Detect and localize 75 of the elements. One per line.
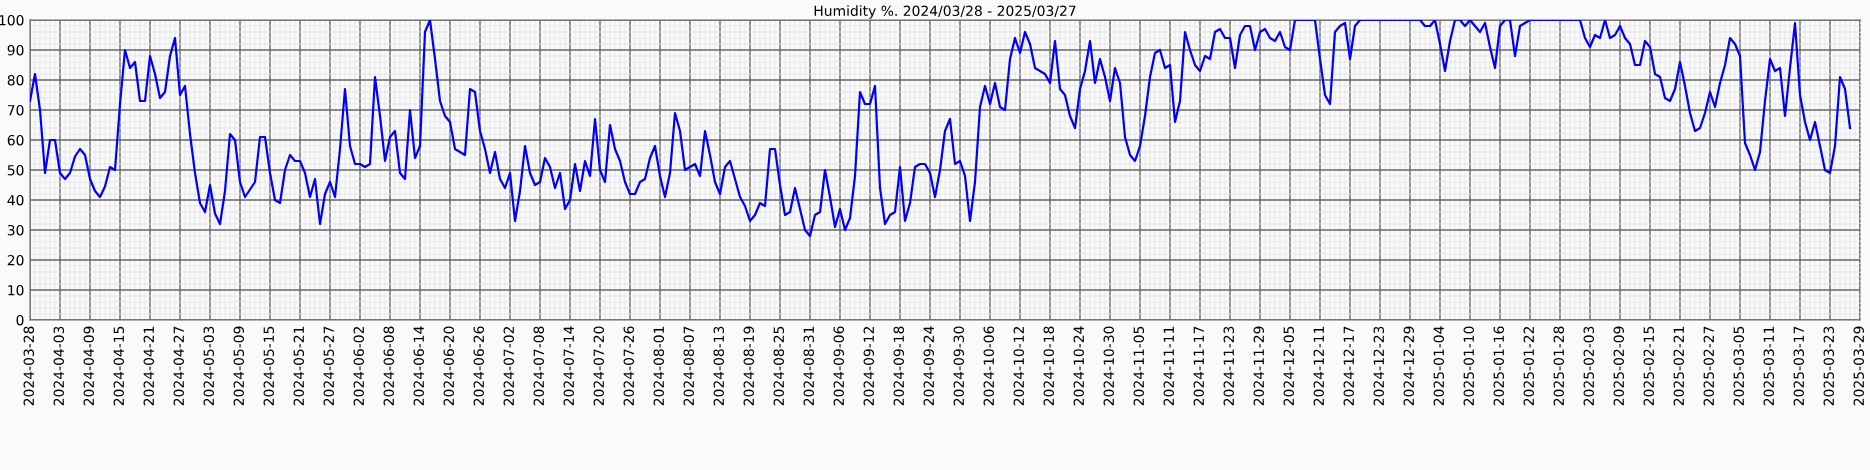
x-tick-label: 2024-08-31 [803,326,815,406]
x-tick-label: 2024-04-15 [113,326,125,406]
x-tick-label: 2024-06-08 [383,326,395,406]
x-tick-label: 2025-01-28 [1553,326,1565,406]
x-tick-label: 2024-03-28 [23,326,35,406]
x-tick-label: 2025-02-03 [1583,326,1595,406]
x-tick-label: 2024-11-11 [1163,326,1175,406]
x-tick-label: 2024-09-24 [923,326,935,406]
x-tick-label: 2024-11-05 [1133,326,1145,406]
y-tick-label: 50 [7,164,24,176]
x-tick-label: 2024-10-18 [1043,326,1055,406]
x-tick-label: 2024-08-13 [713,326,725,406]
x-tick-label: 2024-05-21 [293,326,305,406]
x-tick-label: 2024-07-02 [503,326,515,406]
x-tick-label: 2024-04-09 [83,326,95,406]
x-tick-label: 2024-06-20 [443,326,455,406]
y-tick-label: 20 [7,254,24,266]
x-tick-label: 2024-08-19 [743,326,755,406]
x-tick-label: 2024-12-11 [1313,326,1325,406]
x-tick-label: 2024-05-09 [233,326,245,406]
x-tick-label: 2025-01-04 [1433,326,1445,406]
y-tick-label: 10 [8,284,24,296]
x-tick-label: 2025-03-11 [1763,326,1775,406]
x-tick-label: 2024-12-23 [1373,326,1385,406]
y-tick-label: 30 [7,224,24,236]
chart-title: Humidity %. 2024/03/28 - 2025/03/27 [814,5,1076,19]
x-tick-label: 2024-11-29 [1253,326,1265,406]
y-tick-label: 0 [16,314,24,326]
x-tick-label: 2025-02-21 [1673,326,1685,406]
x-tick-label: 2025-03-23 [1823,326,1835,406]
x-tick-label: 2025-02-15 [1643,326,1655,406]
x-tick-label: 2025-02-09 [1613,326,1625,406]
x-tick-label: 2025-01-22 [1523,326,1535,406]
x-tick-label: 2024-08-01 [653,326,665,406]
x-tick-label: 2024-09-06 [833,326,845,406]
y-tick-label: 70 [7,104,24,116]
x-tick-label: 2024-12-17 [1343,326,1355,406]
x-tick-label: 2024-10-12 [1013,326,1025,406]
line-series [30,20,1852,238]
x-tick-label: 2024-09-18 [893,326,905,406]
x-tick-label: 2024-11-23 [1223,326,1235,406]
x-tick-label: 2024-07-14 [563,326,575,406]
x-tick-label: 2024-06-14 [413,326,425,406]
x-tick-label: 2024-11-17 [1193,326,1205,406]
y-tick-label: 40 [7,194,24,206]
x-tick-label: 2024-09-30 [953,326,965,406]
x-tick-label: 2024-12-29 [1403,326,1415,406]
x-tick-label: 2025-01-10 [1463,326,1475,406]
x-tick-label: 2025-03-29 [1853,326,1865,406]
x-tick-label: 2024-10-30 [1103,326,1115,406]
y-tick-label: 90 [7,44,24,56]
y-tick-label: 80 [7,74,24,86]
x-tick-label: 2024-10-06 [983,326,995,406]
x-tick-label: 2025-03-05 [1733,326,1745,406]
x-tick-label: 2024-04-27 [173,326,185,406]
x-tick-label: 2024-04-21 [143,326,155,406]
x-tick-label: 2024-06-02 [353,326,365,406]
x-tick-label: 2025-02-27 [1703,326,1715,406]
x-tick-label: 2024-09-12 [863,326,875,406]
x-tick-label: 2025-01-16 [1493,326,1505,406]
x-tick-label: 2024-12-05 [1283,326,1295,406]
x-tick-label: 2024-08-25 [773,326,785,406]
y-tick-label: 100 [0,14,24,26]
x-tick-label: 2024-07-20 [593,326,605,406]
y-tick-label: 60 [7,134,24,146]
x-tick-label: 2024-07-08 [533,326,545,406]
x-tick-label: 2024-05-15 [263,326,275,406]
x-tick-label: 2024-10-24 [1073,326,1085,406]
x-tick-label: 2024-05-27 [323,326,335,406]
x-tick-label: 2024-05-03 [203,326,215,406]
x-tick-label: 2024-07-26 [623,326,635,406]
x-tick-label: 2025-03-17 [1793,326,1805,406]
x-tick-label: 2024-04-03 [53,326,65,406]
x-tick-label: 2024-08-07 [683,326,695,406]
x-tick-label: 2024-06-26 [473,326,485,406]
